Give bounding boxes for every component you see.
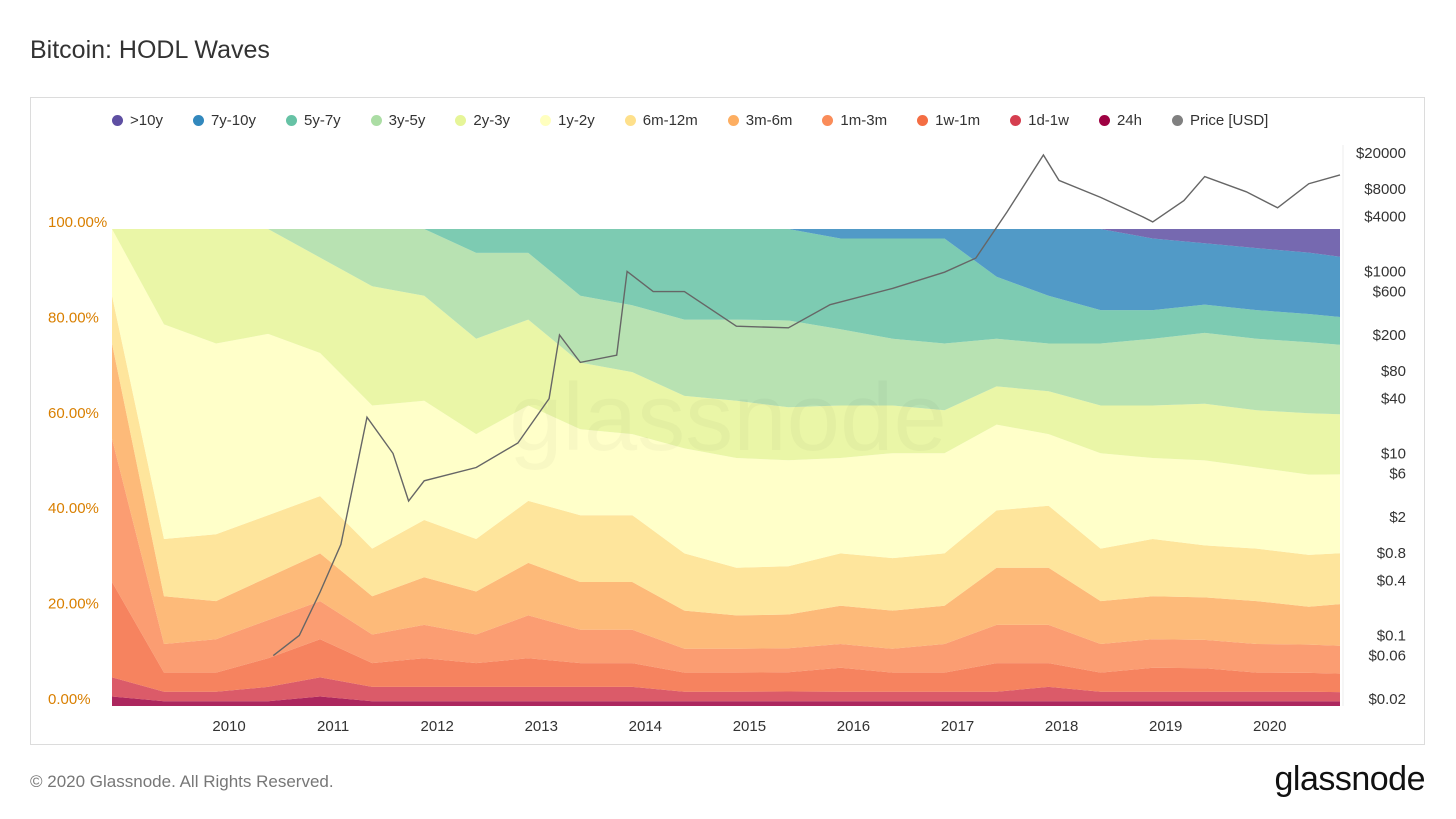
area-3y-5y — [112, 229, 1340, 415]
legend-dot-icon — [1098, 114, 1110, 126]
legend-dot-icon — [112, 114, 123, 126]
price-tick-label: $0.06 — [1368, 648, 1406, 665]
page-title: Bitcoin: HODL Waves — [30, 36, 270, 64]
area-1w-1m — [112, 582, 1340, 693]
legend-item-12[interactable]: Price [USD] — [1172, 112, 1268, 129]
area-1d-1w — [112, 677, 1340, 702]
glassnode-logo: glassnode — [1274, 760, 1425, 798]
area-24h — [112, 696, 1340, 706]
legend-dot-icon — [285, 114, 297, 126]
area-6m-12m — [112, 295, 1340, 616]
x-axis-years: 2010 2011 2012 2013 2014 2015 2016 2017 2018 2019… — [212, 718, 1286, 735]
area->10y — [112, 229, 1340, 257]
legend-label: 5y-7y — [303, 111, 341, 129]
chart-frame — [30, 97, 1425, 745]
area-3m-6m — [112, 343, 1340, 649]
legend-item-4[interactable]: 2y-3y — [455, 112, 510, 129]
area-1m-3m — [112, 438, 1340, 674]
x-tick-label: 2010 — [212, 718, 245, 735]
legend-label: >10y — [130, 111, 163, 129]
price-tick-label: $8000 — [1364, 181, 1406, 198]
legend-dot-icon — [455, 114, 467, 126]
legend-label: 6m-12m — [642, 111, 698, 129]
legend-dot-icon — [624, 114, 636, 126]
x-tick-label: 2013 — [525, 718, 558, 735]
y-axis-price: $0.02 $0.06 $0.1 $0.4 $0.8 $2 $6 $10 $40 $80 $200 $… — [1342, 145, 1406, 708]
legend-item-3[interactable]: 3y-5y — [370, 111, 426, 129]
legend-item-6[interactable]: 6m-12m — [624, 111, 698, 129]
price-line-layer — [272, 153, 1341, 657]
legend-dot-icon — [1010, 114, 1022, 126]
price-tick-label: $10 — [1381, 445, 1406, 462]
y-tick-label: 100.00% — [48, 214, 107, 231]
x-tick-label: 2015 — [733, 718, 766, 735]
area-5y-7y — [112, 229, 1340, 345]
legend-label: 7y-10y — [210, 111, 256, 129]
legend-item-9[interactable]: 1w-1m — [917, 112, 980, 129]
legend-dot-icon — [370, 114, 382, 126]
area-1y-2y — [112, 229, 1340, 568]
price-tick-label: $0.4 — [1377, 573, 1406, 590]
x-tick-label: 2011 — [317, 718, 349, 735]
price-tick-label: $6 — [1389, 466, 1406, 483]
legend-label: 3y-5y — [388, 111, 426, 129]
y-tick-label: 80.00% — [48, 309, 99, 326]
legend-item-7[interactable]: 3m-6m — [727, 111, 793, 129]
price-tick-label: $2 — [1389, 509, 1406, 526]
legend-dot-icon — [727, 114, 739, 126]
legend-item-2[interactable]: 5y-7y — [285, 111, 341, 129]
legend-label: 1y-2y — [558, 111, 595, 129]
area-7y-10y — [112, 229, 1340, 317]
price-tick-label: $600 — [1373, 284, 1406, 301]
legend-label: 2y-3y — [473, 111, 511, 129]
x-tick-label: 2019 — [1149, 718, 1182, 735]
legend-label: 24h — [1116, 111, 1142, 129]
legend-label: 1w-1m — [935, 111, 981, 129]
copyright-text: © 2020 Glassnode. All Rights Reserved. — [30, 772, 334, 791]
legend-dot-icon — [192, 114, 204, 126]
x-tick-label: 2020 — [1253, 718, 1286, 735]
price-tick-label: $200 — [1373, 327, 1406, 344]
price-tick-label: $1000 — [1364, 263, 1406, 280]
x-tick-label: 2018 — [1045, 718, 1078, 735]
stacked-areas — [112, 229, 1340, 706]
price-line — [272, 153, 1341, 657]
legend-label: Price [USD] — [1190, 111, 1269, 129]
legend-item-5[interactable]: 1y-2y — [540, 112, 595, 129]
area-2y-3y — [112, 229, 1340, 475]
price-tick-label: $0.8 — [1377, 545, 1406, 562]
watermark: glassnode — [509, 364, 947, 471]
legend-dot-icon — [917, 114, 929, 126]
x-tick-label: 2014 — [629, 718, 662, 735]
legend-dot-icon — [822, 114, 834, 126]
legend-item-10[interactable]: 1d-1w — [1010, 112, 1069, 129]
legend-label: 3m-6m — [745, 111, 793, 129]
x-tick-label: 2012 — [421, 718, 454, 735]
y-tick-label: 40.00% — [48, 500, 99, 517]
y-tick-label: 60.00% — [48, 405, 99, 422]
price-tick-label: $20000 — [1356, 145, 1406, 162]
legend-label: 1m-3m — [840, 111, 888, 129]
legend-dot-icon — [540, 114, 552, 126]
price-tick-label: $0.02 — [1368, 691, 1406, 708]
legend-label: 1d-1w — [1028, 111, 1069, 129]
legend-dot-icon — [1172, 114, 1183, 126]
price-tick-label: $0.1 — [1377, 627, 1406, 644]
legend-item-8[interactable]: 1m-3m — [822, 112, 887, 129]
legend-item-1[interactable]: 7y-10y — [192, 111, 256, 129]
x-tick-label: 2017 — [941, 718, 974, 735]
x-tick-label: 2016 — [837, 718, 870, 735]
price-tick-label: $40 — [1381, 391, 1406, 408]
y-axis-percent: 0.00% 20.00% 40.00% 60.00% 80.00% 100.00% — [48, 214, 107, 708]
price-tick-label: $4000 — [1364, 209, 1406, 226]
y-tick-label: 0.00% — [48, 691, 91, 708]
chart-legend: >10y 7y-10y 5y-7y 3y-5y 2y-3y 1y-2y 6m-12m 3m-6… — [112, 108, 1412, 132]
price-tick-label: $80 — [1381, 363, 1406, 380]
legend-item-0[interactable]: >10y — [112, 112, 163, 129]
y-tick-label: 20.00% — [48, 596, 99, 613]
legend-item-11[interactable]: 24h — [1098, 111, 1142, 129]
